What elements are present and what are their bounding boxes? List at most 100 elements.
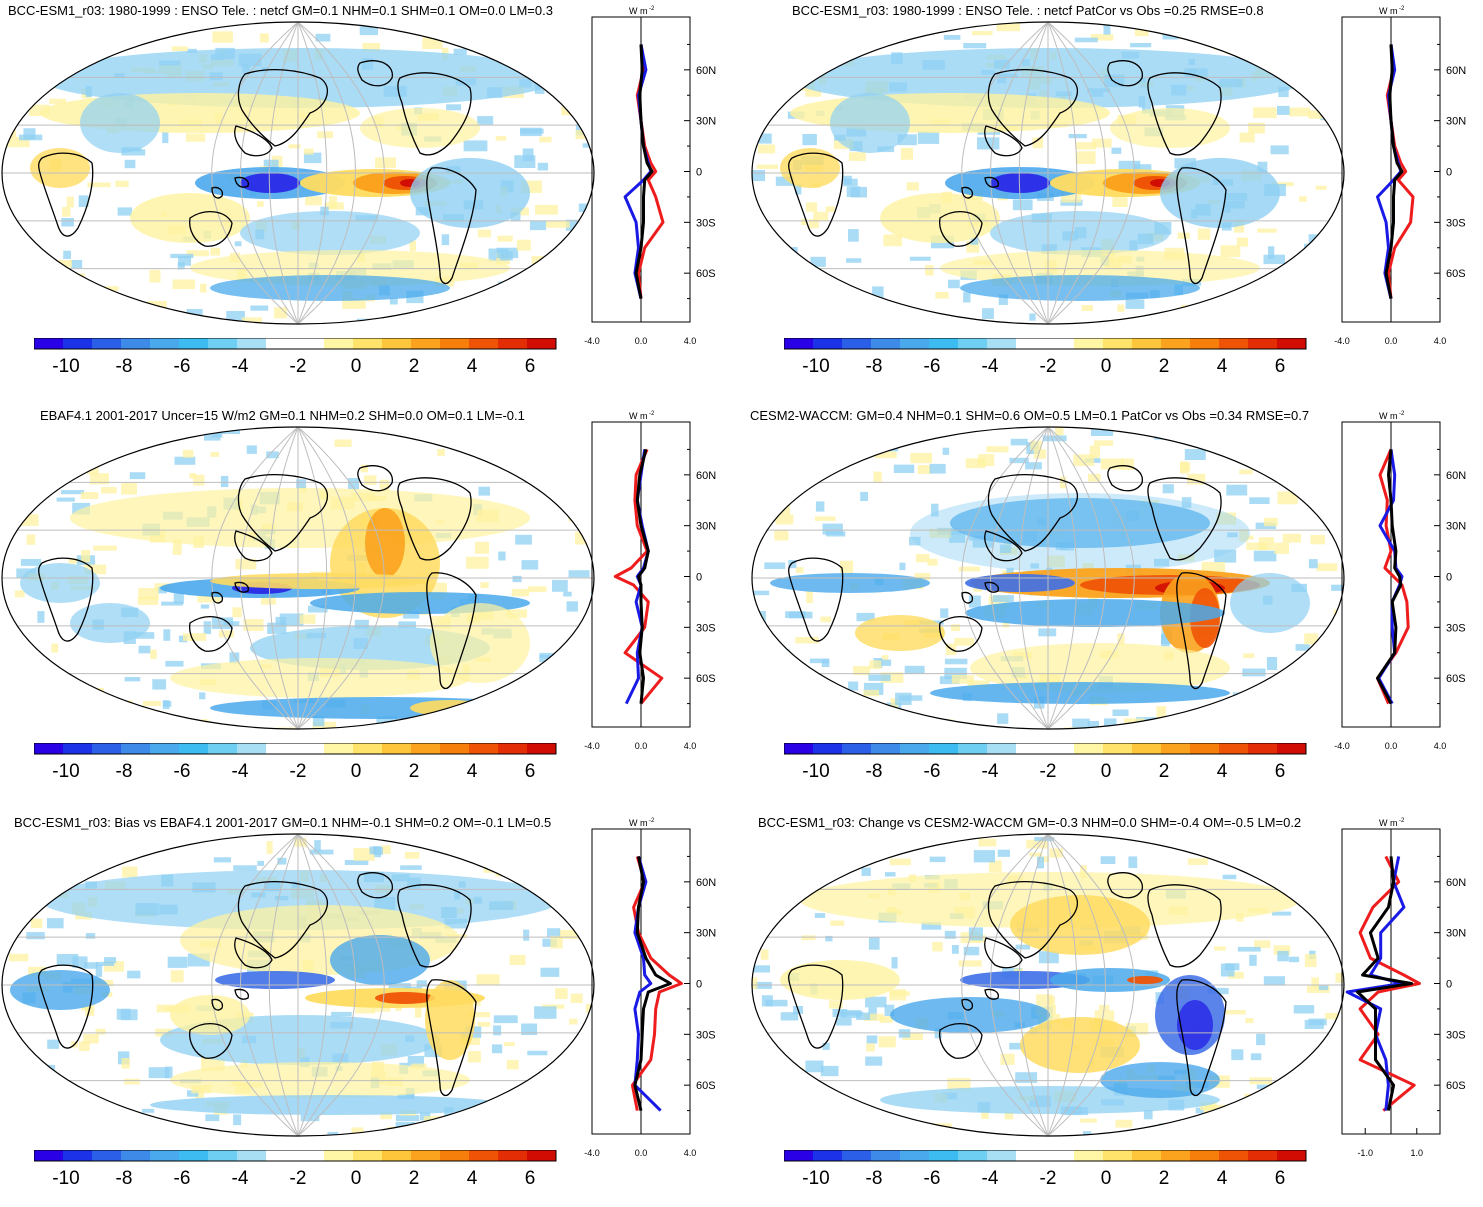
- anomaly-speck: [503, 30, 516, 42]
- anomaly-speck: [233, 1115, 241, 1126]
- anomaly-speck: [157, 424, 175, 435]
- anomaly-speck: [1221, 964, 1235, 977]
- colorbar-tick-label: -6: [174, 761, 191, 782]
- anomaly-speck: [851, 448, 874, 455]
- colorbar-swatch: [1219, 743, 1248, 754]
- anomaly-speck: [468, 1051, 481, 1063]
- anomaly-speck: [1029, 313, 1035, 320]
- anomaly-speck: [1271, 145, 1289, 154]
- anomaly-speck: [862, 326, 878, 328]
- anomaly-speck: [1245, 1018, 1253, 1023]
- anomaly-region: [1127, 976, 1163, 984]
- anomaly-speck: [483, 728, 502, 733]
- anomaly-region: [210, 573, 430, 589]
- colorbar-swatch: [813, 338, 842, 349]
- anomaly-speck: [868, 675, 890, 681]
- anomaly-speck: [552, 1104, 565, 1113]
- anomaly-speck: [913, 718, 934, 727]
- anomaly-speck: [882, 655, 889, 660]
- unit-label: W m: [629, 411, 648, 421]
- anomaly-speck: [865, 997, 886, 1008]
- anomaly-region: [170, 1062, 470, 1098]
- anomaly-speck: [71, 260, 83, 268]
- anomaly-speck: [810, 257, 825, 267]
- anomaly-speck: [1283, 534, 1301, 543]
- anomaly-speck: [464, 140, 488, 151]
- anomaly-speck: [948, 280, 960, 289]
- anomaly-speck: [34, 868, 51, 879]
- colorbar-tick-label: 6: [525, 356, 536, 377]
- world-map: [0, 18, 600, 328]
- anomaly-speck: [944, 35, 961, 40]
- anomaly-speck: [61, 490, 84, 494]
- colorbar-swatch: [1132, 1150, 1161, 1161]
- colorbar-swatch: [1103, 1150, 1132, 1161]
- anomaly-speck: [121, 483, 137, 495]
- colorbar-swatch: [440, 743, 469, 754]
- anomaly-speck: [480, 582, 488, 588]
- colorbar-swatch: [1248, 1150, 1277, 1161]
- anomaly-speck: [539, 137, 551, 143]
- anomaly-speck: [539, 326, 558, 328]
- anomaly-speck: [96, 965, 102, 977]
- anomaly-speck: [1268, 1102, 1277, 1115]
- anomaly-speck: [466, 557, 489, 569]
- anomaly-speck: [963, 292, 970, 302]
- y-tick-label: 30S: [1446, 622, 1466, 634]
- panel-title: BCC-ESM1_r03: Change vs CESM2-WACCM GM=-…: [758, 815, 1301, 830]
- colorbar-swatch: [900, 743, 929, 754]
- anomaly-speck: [551, 657, 561, 664]
- anomaly-region: [1230, 573, 1310, 633]
- colorbar-swatch: [871, 743, 900, 754]
- colorbar-swatch: [353, 743, 382, 754]
- anomaly-region: [965, 599, 1225, 627]
- anomaly-speck: [805, 1061, 823, 1073]
- colorbar-tick-label: -8: [116, 1168, 133, 1189]
- colorbar-swatch: [1190, 338, 1219, 349]
- anomaly-speck: [1302, 731, 1316, 733]
- unit-label: W m: [629, 6, 648, 16]
- panel-5: BCC-ESM1_r03: Bias vs EBAF4.1 2001-2017 …: [0, 812, 740, 1207]
- y-tick-label: 60S: [696, 673, 716, 685]
- anomaly-speck: [514, 155, 535, 168]
- anomaly-speck: [34, 873, 43, 885]
- anomaly-speck: [930, 464, 946, 474]
- anomaly-speck: [537, 305, 549, 313]
- anomaly-speck: [1112, 321, 1133, 328]
- unit-label: W m: [1379, 411, 1398, 421]
- colorbar-swatch: [900, 1150, 929, 1161]
- anomaly-speck: [560, 462, 572, 468]
- anomaly-speck: [61, 218, 74, 227]
- anomaly-speck: [405, 852, 419, 859]
- anomaly-speck: [398, 835, 411, 842]
- x-tick-label: 4.0: [1434, 336, 1447, 346]
- unit-exponent: -2: [1399, 818, 1405, 824]
- anomaly-speck: [61, 430, 71, 436]
- anomaly-speck: [494, 289, 508, 296]
- anomaly-speck: [1276, 698, 1283, 705]
- anomaly-speck: [549, 441, 569, 448]
- panel-title: CESM2-WACCM: GM=0.4 NHM=0.1 SHM=0.6 OM=0…: [750, 408, 1309, 423]
- anomaly-speck: [522, 40, 546, 46]
- anomaly-speck: [478, 230, 491, 238]
- anomaly-speck: [925, 265, 934, 275]
- anomaly-speck: [901, 148, 913, 160]
- y-tick-label: 30S: [696, 217, 716, 229]
- anomaly-speck: [7, 1104, 24, 1115]
- y-tick-label: 30S: [696, 622, 716, 634]
- anomaly-speck: [809, 1128, 822, 1133]
- anomaly-speck: [546, 1126, 564, 1133]
- colorbar-tick-label: -10: [802, 1168, 829, 1189]
- anomaly-speck: [1113, 710, 1129, 717]
- anomaly-speck: [805, 729, 821, 733]
- anomaly-speck: [824, 436, 847, 444]
- anomaly-speck: [930, 857, 946, 863]
- y-tick-label: 30S: [1446, 217, 1466, 229]
- anomaly-speck: [531, 728, 550, 733]
- anomaly-speck: [1131, 1129, 1137, 1140]
- anomaly-speck: [1282, 282, 1294, 291]
- anomaly-speck: [859, 449, 869, 456]
- panel-4: CESM2-WACCM: GM=0.4 NHM=0.1 SHM=0.6 OM=0…: [750, 405, 1483, 800]
- anomaly-speck: [67, 197, 74, 208]
- anomaly-speck: [569, 1019, 577, 1025]
